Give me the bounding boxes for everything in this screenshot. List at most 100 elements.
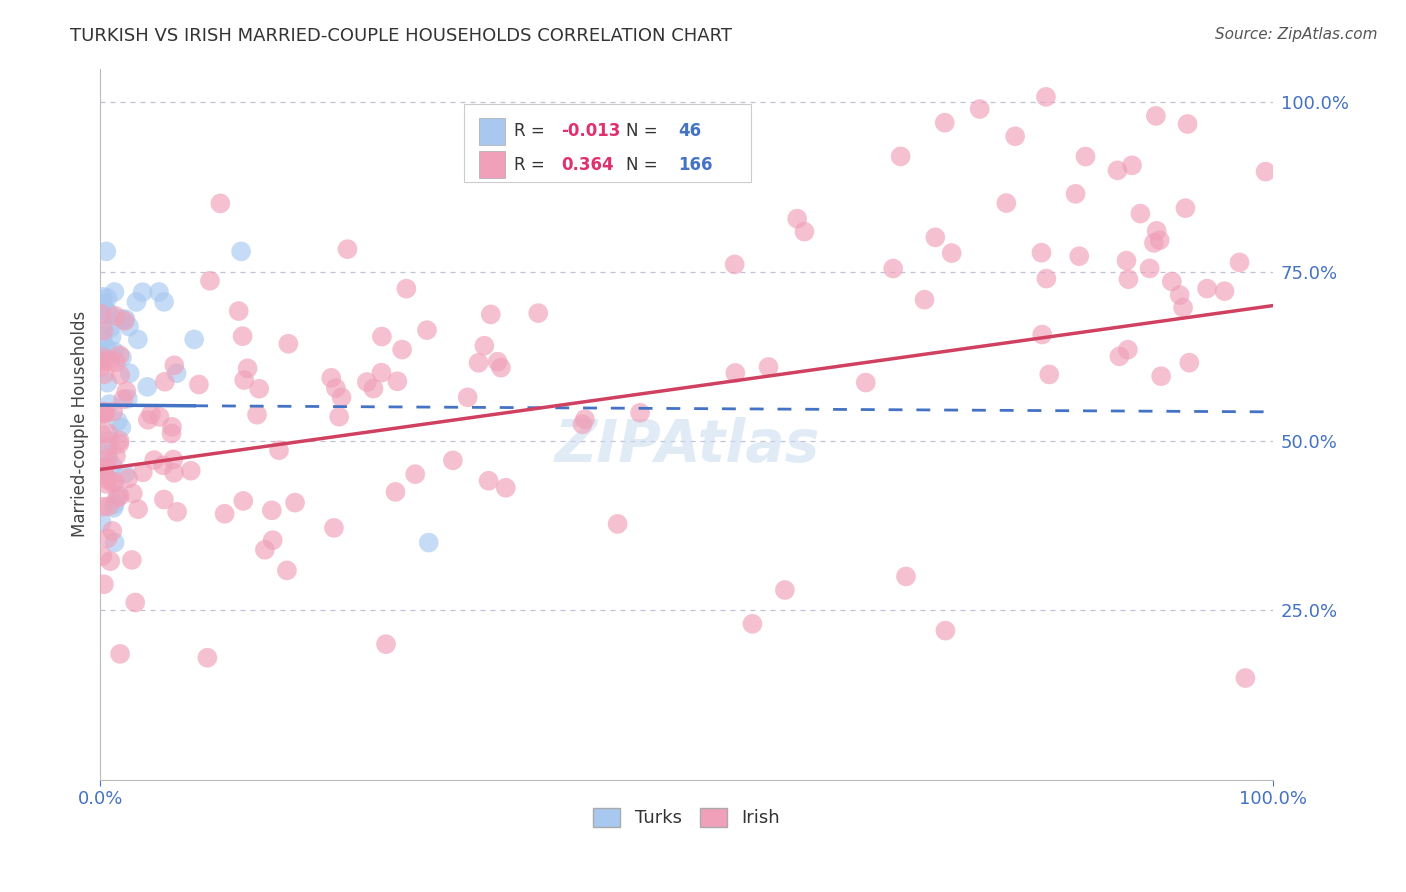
Point bbox=[101, 476, 124, 491]
Point bbox=[103, 500, 125, 515]
Point bbox=[404, 467, 426, 482]
Point bbox=[148, 409, 170, 424]
Point bbox=[166, 505, 188, 519]
Point bbox=[233, 373, 256, 387]
Point bbox=[90, 515, 112, 529]
Point bbox=[1116, 343, 1139, 357]
Point bbox=[101, 524, 124, 538]
Point bbox=[1074, 150, 1097, 164]
Point bbox=[276, 563, 298, 577]
Point bbox=[98, 307, 121, 321]
Point bbox=[93, 316, 115, 330]
Point bbox=[371, 329, 394, 343]
Point bbox=[117, 392, 139, 406]
Point bbox=[1064, 186, 1087, 201]
Point bbox=[124, 595, 146, 609]
Point bbox=[894, 569, 917, 583]
Point bbox=[98, 397, 121, 411]
Point bbox=[1069, 249, 1091, 263]
Point bbox=[995, 196, 1018, 211]
Point bbox=[104, 309, 127, 323]
Point bbox=[166, 366, 188, 380]
Point bbox=[571, 417, 593, 432]
Point bbox=[479, 307, 502, 321]
Point bbox=[375, 637, 398, 651]
Point bbox=[1004, 129, 1026, 144]
Point bbox=[323, 521, 346, 535]
Point bbox=[267, 443, 290, 458]
Point bbox=[91, 549, 114, 563]
Point bbox=[103, 344, 125, 359]
Text: N =: N = bbox=[626, 155, 662, 174]
Point bbox=[98, 352, 121, 367]
Point bbox=[93, 407, 115, 421]
Point bbox=[110, 420, 132, 434]
Point bbox=[1108, 350, 1130, 364]
Point bbox=[93, 460, 115, 475]
Point bbox=[91, 405, 114, 419]
Point bbox=[1038, 368, 1060, 382]
Point bbox=[1171, 301, 1194, 315]
Point bbox=[97, 426, 120, 441]
Point bbox=[163, 466, 186, 480]
Point bbox=[101, 458, 124, 473]
Point bbox=[90, 426, 112, 441]
Point bbox=[104, 355, 127, 369]
Point bbox=[356, 375, 378, 389]
Point bbox=[94, 468, 117, 483]
Point bbox=[890, 149, 912, 163]
Point bbox=[1150, 369, 1173, 384]
FancyBboxPatch shape bbox=[479, 151, 505, 178]
Text: 166: 166 bbox=[679, 155, 713, 174]
Point bbox=[277, 336, 299, 351]
Point bbox=[93, 355, 115, 369]
Point bbox=[103, 404, 125, 418]
Point bbox=[163, 359, 186, 373]
Point bbox=[232, 329, 254, 343]
Point bbox=[195, 650, 218, 665]
Point bbox=[90, 359, 112, 374]
Point bbox=[136, 413, 159, 427]
Point bbox=[330, 390, 353, 404]
Point bbox=[96, 376, 118, 390]
Point bbox=[127, 333, 149, 347]
Point bbox=[139, 407, 162, 421]
Point bbox=[98, 321, 121, 335]
Point bbox=[162, 452, 184, 467]
Point bbox=[98, 434, 121, 448]
Point bbox=[127, 502, 149, 516]
Point bbox=[121, 553, 143, 567]
Point bbox=[115, 384, 138, 399]
Point bbox=[1229, 255, 1251, 269]
Point bbox=[467, 356, 489, 370]
Point bbox=[91, 290, 114, 304]
Point bbox=[1195, 282, 1218, 296]
Point bbox=[1031, 327, 1053, 342]
Point bbox=[103, 285, 125, 299]
Text: N =: N = bbox=[626, 122, 662, 140]
Point bbox=[328, 409, 350, 424]
Point bbox=[229, 244, 252, 259]
Point bbox=[574, 412, 596, 426]
Text: TURKISH VS IRISH MARRIED-COUPLE HOUSEHOLDS CORRELATION CHART: TURKISH VS IRISH MARRIED-COUPLE HOUSEHOL… bbox=[70, 27, 733, 45]
Point bbox=[1143, 235, 1166, 250]
Point bbox=[924, 230, 946, 244]
Text: R =: R = bbox=[515, 155, 550, 174]
Point bbox=[90, 408, 112, 422]
Point bbox=[1107, 163, 1129, 178]
Point bbox=[93, 577, 115, 591]
Point bbox=[125, 295, 148, 310]
Point bbox=[100, 329, 122, 343]
Point bbox=[1168, 288, 1191, 302]
Point bbox=[416, 323, 439, 337]
Point bbox=[160, 420, 183, 434]
Point bbox=[232, 494, 254, 508]
Point bbox=[183, 333, 205, 347]
Point bbox=[132, 465, 155, 479]
Point bbox=[1146, 224, 1168, 238]
Y-axis label: Married-couple Households: Married-couple Households bbox=[72, 311, 89, 537]
Text: 46: 46 bbox=[679, 122, 702, 140]
Point bbox=[104, 497, 127, 511]
Point bbox=[882, 261, 904, 276]
Point bbox=[90, 350, 112, 364]
